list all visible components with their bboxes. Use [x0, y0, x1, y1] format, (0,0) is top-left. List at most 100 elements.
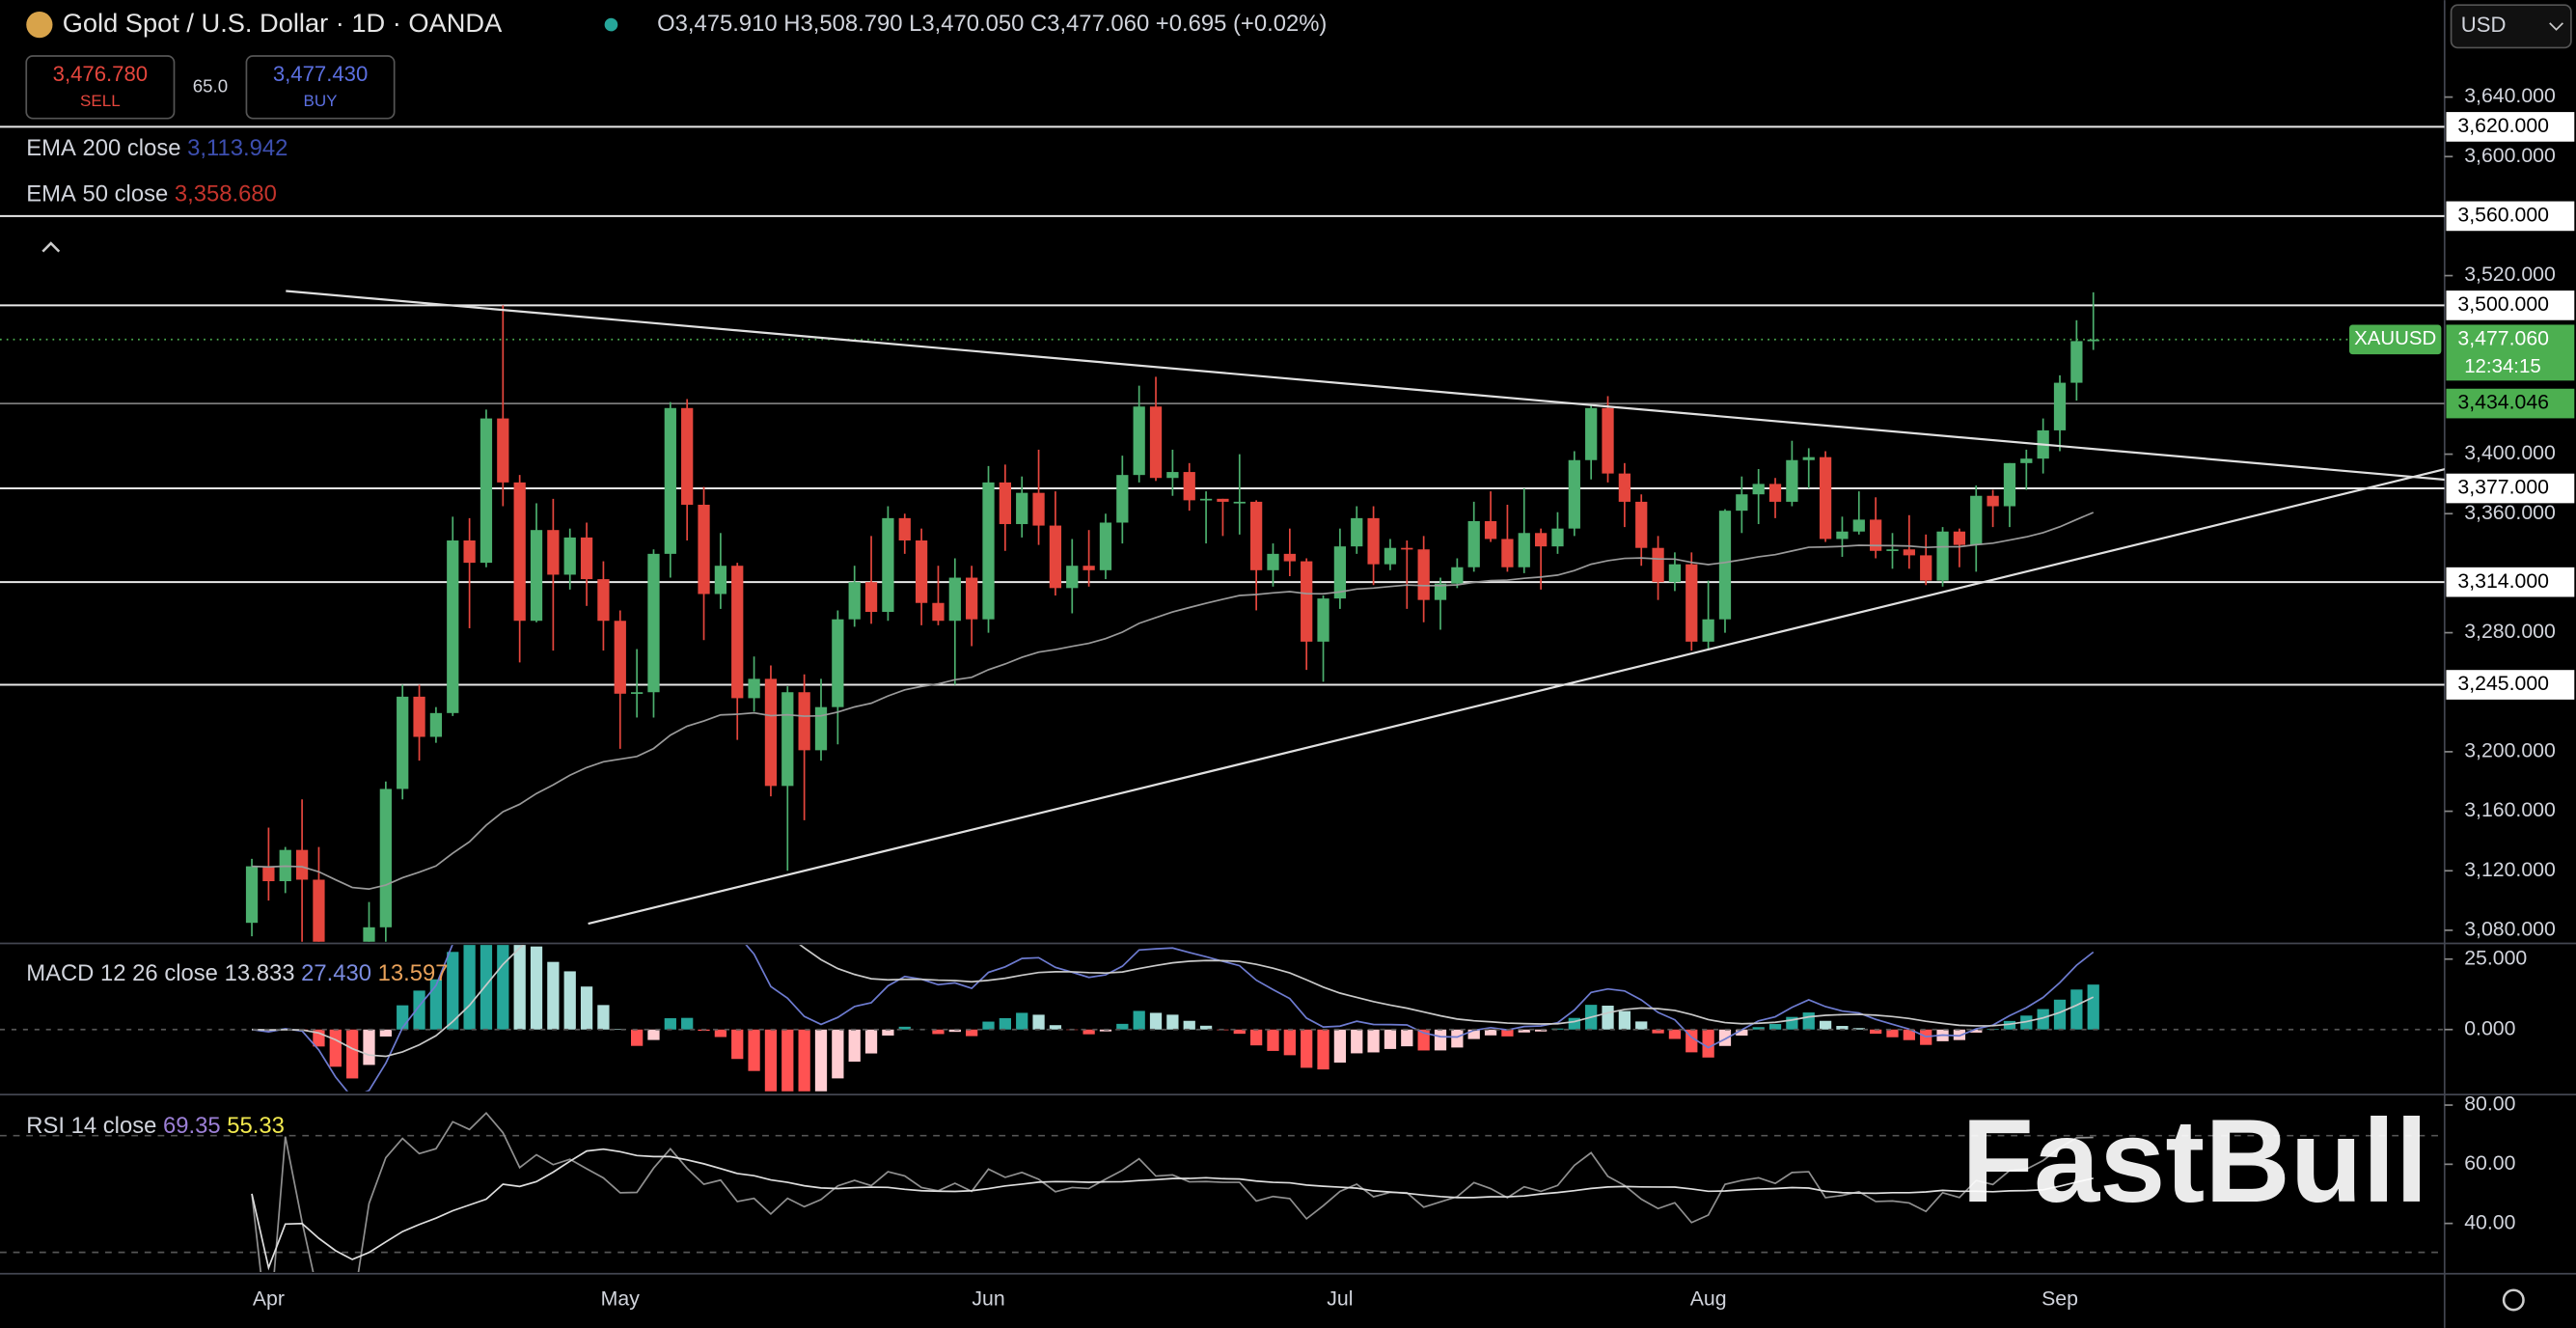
candle-body — [1534, 533, 1548, 547]
macd-histogram-bar — [1434, 1029, 1447, 1051]
macd-histogram-bar — [664, 1018, 676, 1030]
rsi-y-tick-label: 60.00 — [2464, 1151, 2515, 1175]
dropdown-caret[interactable] — [2549, 22, 2563, 31]
macd-histogram-bar — [882, 1029, 894, 1036]
candle-body — [1149, 406, 1163, 479]
candle-body — [714, 566, 727, 595]
macd-histogram-bar — [1635, 1021, 1648, 1030]
macd-legend: MACD 12 26 close 13.833 27.430 13.597 — [26, 960, 448, 986]
ema-level-box — [2446, 388, 2575, 419]
candle-body — [1970, 495, 1983, 545]
trendlines — [286, 290, 2445, 926]
level-label: 3,560.000 — [2457, 204, 2549, 227]
collapse-legend[interactable] — [41, 241, 61, 253]
candle-body — [1484, 520, 1497, 540]
candle-body — [1551, 528, 1564, 547]
candle-body — [447, 540, 459, 713]
ema-source: close — [115, 181, 169, 208]
macd-histogram-bar — [1802, 1012, 1815, 1030]
macd-histogram-bar — [614, 1029, 626, 1030]
ema-name: EMA — [26, 135, 76, 161]
macd-histogram-bar — [363, 1029, 375, 1065]
macd-histogram-bar — [1384, 1029, 1397, 1049]
level-label-box — [2446, 112, 2575, 142]
candle-body — [1768, 484, 1782, 502]
macd-histogram-bar — [1401, 1029, 1413, 1047]
macd-histogram-bar — [597, 1005, 610, 1030]
candle-body — [1987, 495, 1999, 507]
y-tick-label: 3,640.000 — [2464, 84, 2556, 107]
axes: 3,640.000 3,600.000 3,520.000 3,400.000 3,36… — [253, 84, 2575, 1311]
macd-fast: 12 — [100, 960, 126, 986]
candle-body — [1786, 459, 1798, 502]
candle-body — [1836, 531, 1849, 540]
settings-icon[interactable] — [2502, 1288, 2525, 1312]
macd-histogram-bar — [547, 961, 560, 1030]
macd-histogram-bar — [781, 1029, 794, 1092]
candle-body — [798, 692, 810, 751]
candle-body — [1032, 492, 1045, 526]
sell-button[interactable] — [25, 55, 176, 120]
watermark: FastBull — [1961, 1094, 2428, 1227]
macd-histogram-bar — [1668, 1029, 1682, 1039]
ema50-legend: EMA 50 close 3,358.680 — [26, 181, 277, 208]
rsi-y-tick-label: 40.00 — [2464, 1210, 2515, 1233]
candle-body — [999, 482, 1011, 525]
level-label: 3,245.000 — [2457, 672, 2549, 695]
candle-body — [1736, 494, 1748, 512]
macd-histogram-bar — [1870, 1029, 1882, 1035]
symbol-label: XAUUSD — [2354, 328, 2436, 349]
macd-histogram-bar — [346, 1029, 359, 1079]
rsi-ma-value: 55.33 — [227, 1113, 285, 1139]
candle-body — [764, 678, 778, 787]
ema-period: 200 — [83, 135, 122, 161]
symbol-box — [2349, 324, 2442, 355]
macd-histogram-bar — [2053, 999, 2067, 1030]
sell-price[interactable]: 3,476.780 — [53, 62, 148, 86]
macd-histogram-bar — [1551, 1028, 1564, 1030]
price-pane — [0, 125, 2445, 942]
sell-label[interactable]: SELL — [80, 92, 121, 110]
candle-body — [2070, 341, 2083, 383]
buy-price[interactable]: 3,477.430 — [273, 62, 368, 86]
macd-histogram-bar — [647, 1029, 660, 1040]
macd-histogram-bar — [1602, 1006, 1614, 1030]
candle-body — [848, 582, 861, 620]
candle-body — [1752, 484, 1765, 495]
candle-body — [1585, 407, 1598, 460]
macd-name: MACD — [26, 960, 94, 986]
macd-histogram-bar — [1501, 1029, 1514, 1037]
candle-body — [1317, 598, 1329, 642]
buy-label[interactable]: BUY — [304, 92, 338, 110]
currency-select[interactable] — [2450, 4, 2572, 49]
macd-hist-value: 13.833 — [225, 960, 295, 986]
candle-body — [397, 696, 409, 789]
macd-histogram-bar — [1819, 1020, 1832, 1030]
candle-body — [413, 696, 425, 737]
macd-histogram-bar — [1351, 1029, 1363, 1054]
level-label: 3,500.000 — [2457, 292, 2549, 316]
macd-histogram-bar — [1736, 1029, 1748, 1037]
macd-histogram-bar — [1953, 1029, 1966, 1040]
rsi-name: RSI — [26, 1113, 65, 1139]
candle-body — [1166, 472, 1179, 479]
macd-histogram-bar — [530, 946, 543, 1030]
candle-body — [1233, 501, 1246, 504]
candle-body — [1066, 566, 1079, 589]
macd-histogram-bar — [714, 1029, 727, 1038]
buy-button[interactable] — [245, 55, 396, 120]
candle-body — [1267, 553, 1279, 570]
macd-histogram-bar — [731, 1029, 744, 1060]
x-tick-label: Jun — [972, 1287, 1004, 1311]
last-price-box — [2446, 324, 2575, 381]
currency[interactable]: USD — [2461, 13, 2507, 37]
macd-histogram-bar — [898, 1026, 911, 1030]
candle-body — [1082, 566, 1095, 570]
candle-body — [898, 517, 911, 540]
y-tick-label: 3,600.000 — [2464, 144, 2556, 167]
candle-body — [2087, 339, 2099, 342]
macd-histogram-bar — [1752, 1027, 1765, 1030]
candle-body — [1802, 456, 1815, 460]
macd-histogram-bar — [982, 1021, 995, 1030]
candle-body — [1886, 549, 1899, 551]
